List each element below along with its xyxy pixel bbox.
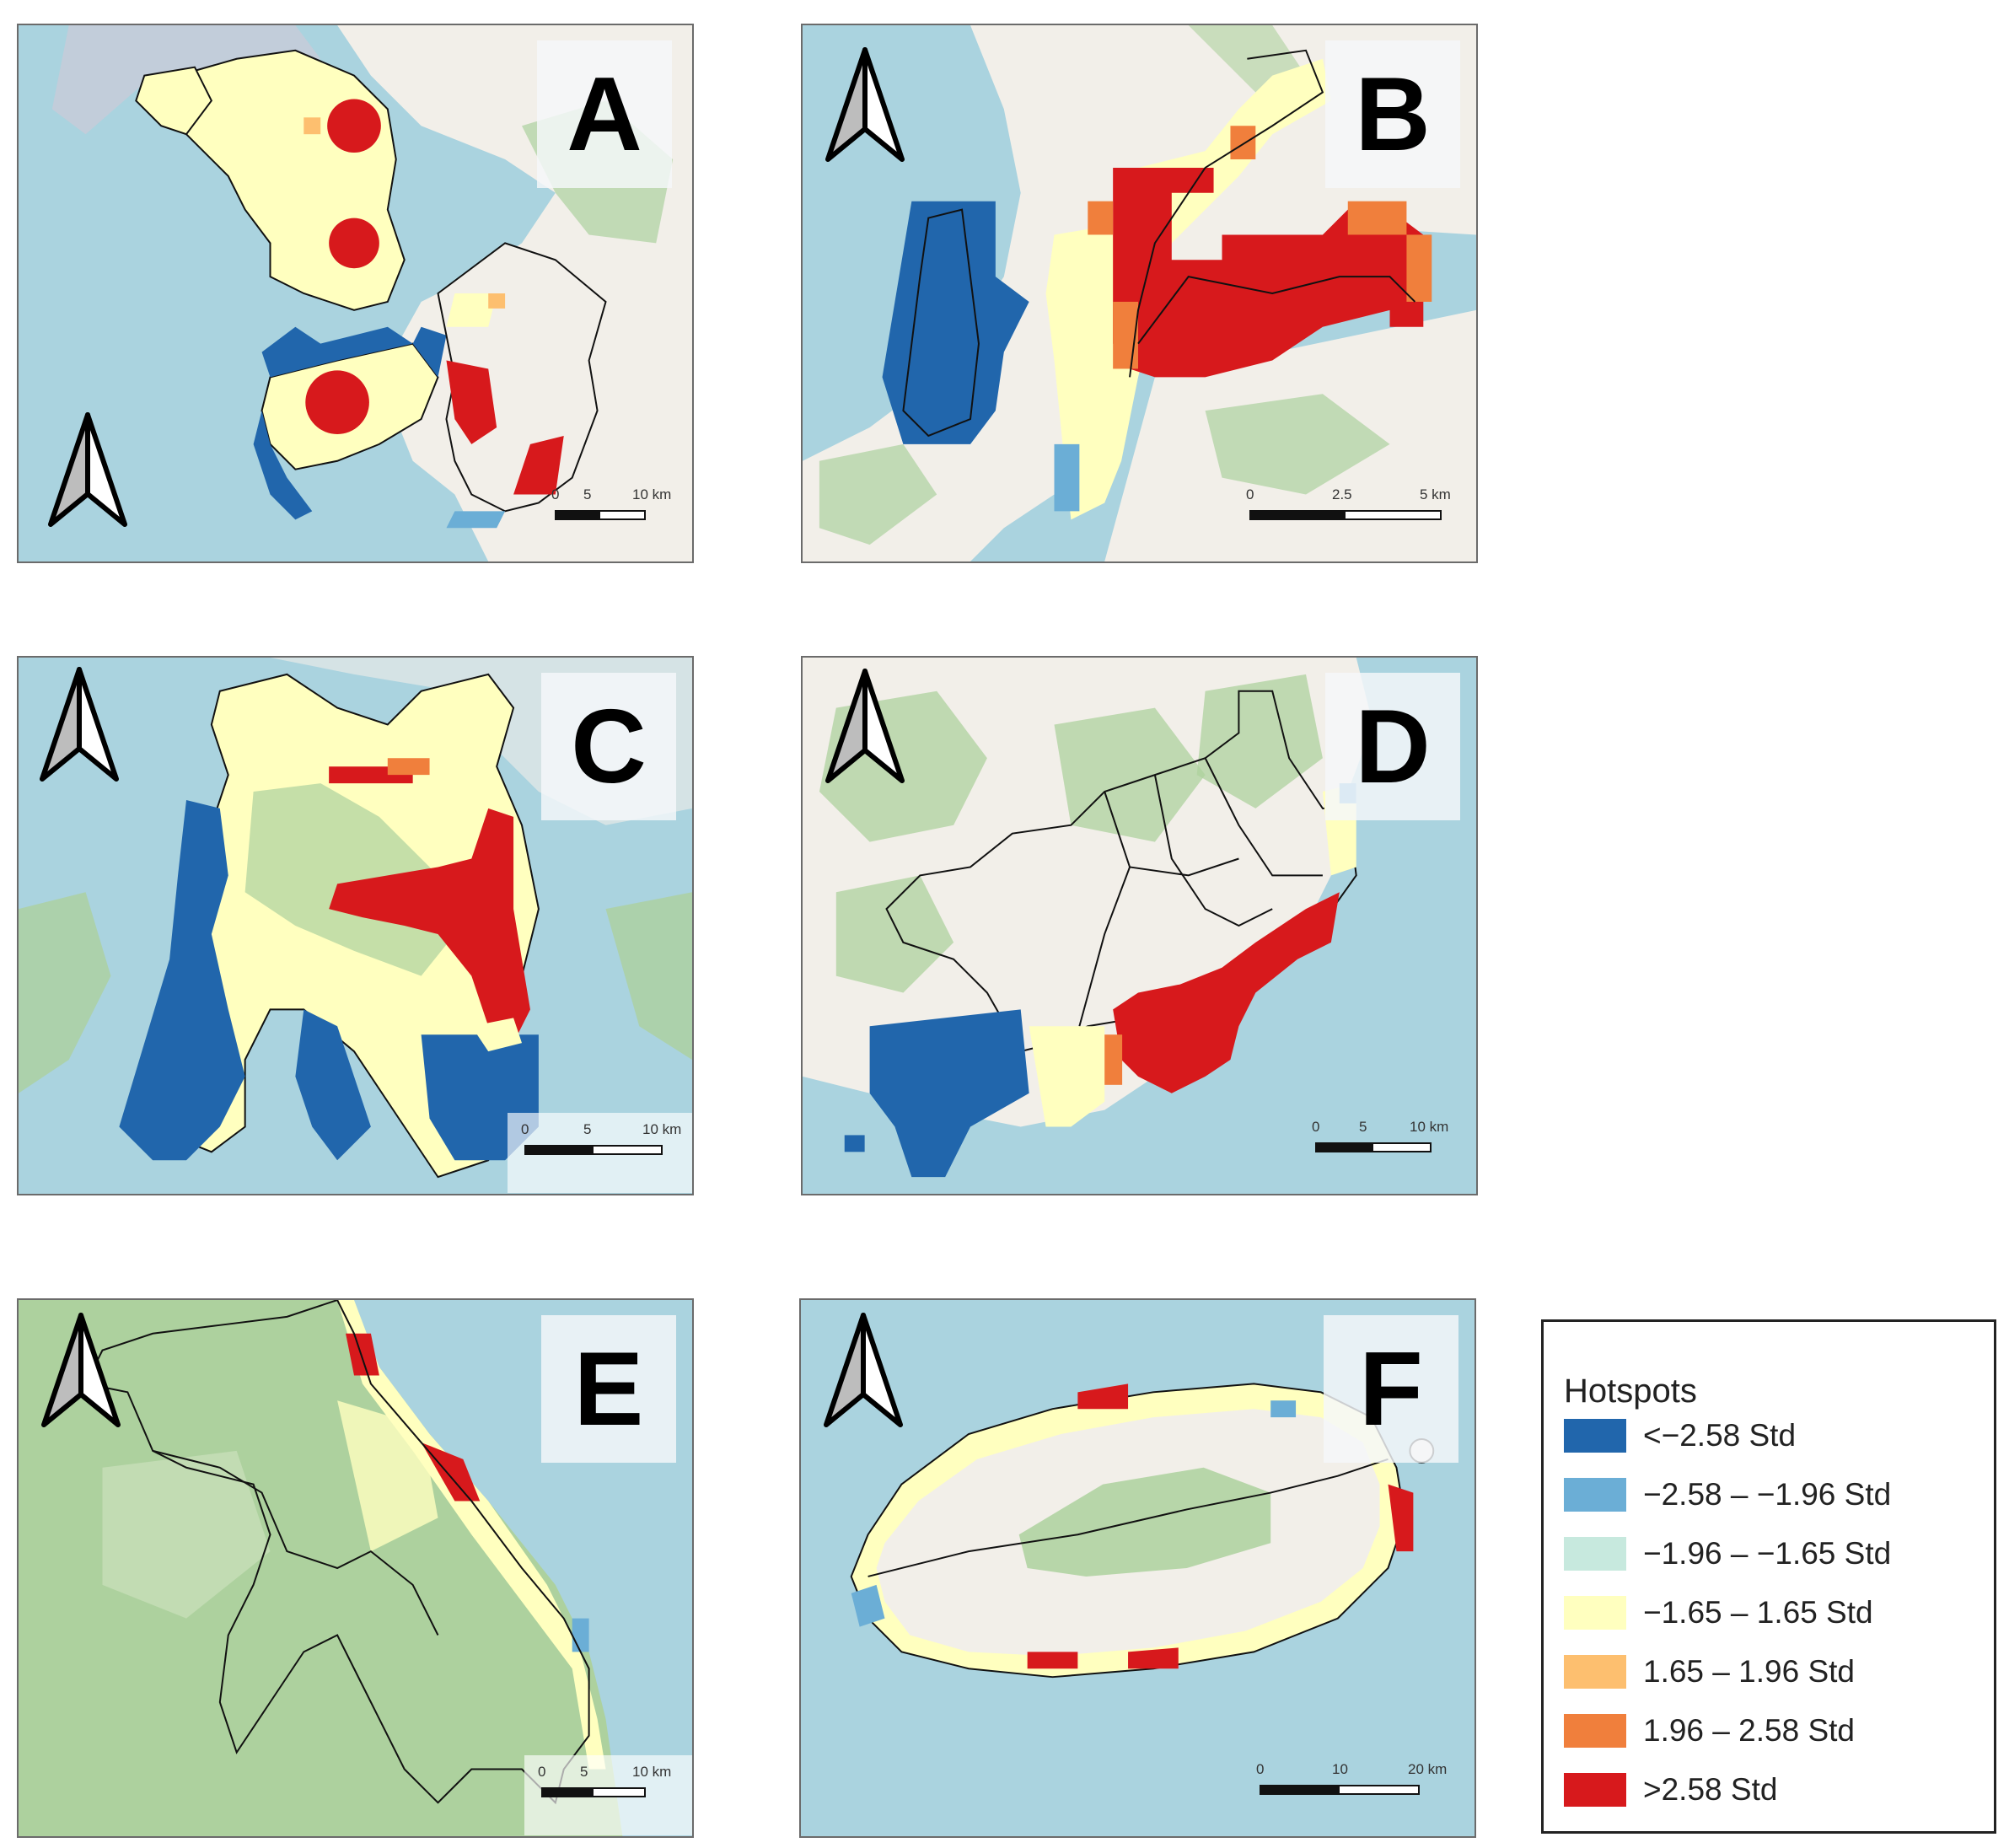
north-arrow-icon xyxy=(44,411,132,529)
legend-label: >2.58 Std xyxy=(1643,1772,1778,1807)
legend: Hotspots <−2.58 Std −2.58 – −1.96 Std −1… xyxy=(1541,1319,1996,1834)
scale-label-0: 0 xyxy=(551,486,560,502)
legend-swatch xyxy=(1564,1714,1626,1748)
panel-letter-box: D xyxy=(1325,673,1460,820)
panel-letter: E xyxy=(573,1330,644,1448)
legend-label: 1.96 – 2.58 Std xyxy=(1643,1713,1855,1748)
scale-label-max: 10 km xyxy=(632,1764,672,1780)
scale-bar: 0 5 10 km xyxy=(516,1120,685,1170)
map-d xyxy=(803,658,1476,1194)
panel-letter: B xyxy=(1355,56,1431,173)
scale-label-mid: 5 xyxy=(580,1764,588,1780)
map-panel-c: C 0 5 10 km xyxy=(17,656,694,1195)
legend-swatch xyxy=(1564,1773,1626,1807)
north-arrow-icon xyxy=(819,1312,907,1430)
panel-letter: D xyxy=(1355,688,1431,805)
scale-label-mid: 5 xyxy=(583,1121,592,1137)
scale-bar: 0 2.5 5 km xyxy=(1233,485,1460,535)
scale-label-0: 0 xyxy=(538,1764,546,1780)
scale-label-0: 0 xyxy=(521,1121,529,1137)
legend-item: >2.58 Std xyxy=(1564,1770,1777,1809)
map-panel-b: B 0 2.5 5 km xyxy=(801,24,1478,563)
legend-label: −2.58 – −1.96 Std xyxy=(1643,1477,1892,1512)
scale-label-max: 10 km xyxy=(632,486,672,502)
legend-label: 1.65 – 1.96 Std xyxy=(1643,1654,1855,1689)
north-arrow-icon xyxy=(37,1312,125,1430)
scale-label-mid: 5 xyxy=(583,486,592,502)
scale-label-mid: 5 xyxy=(1359,1119,1367,1135)
scale-label-0: 0 xyxy=(1246,486,1254,502)
legend-item: −2.58 – −1.96 Std xyxy=(1564,1475,1891,1514)
legend-swatch xyxy=(1564,1596,1626,1630)
north-arrow-icon xyxy=(821,668,909,786)
panel-letter: C xyxy=(571,688,647,805)
panel-letter-box: C xyxy=(541,673,676,820)
scale-bar: 0 5 10 km xyxy=(543,485,678,535)
scale-bar: 0 10 20 km xyxy=(1248,1759,1467,1810)
panel-letter-box: A xyxy=(537,40,672,188)
legend-label: −1.65 – 1.65 Std xyxy=(1643,1595,1873,1630)
scale-bar: 0 5 10 km xyxy=(533,1762,692,1813)
map-panel-e: E 0 5 10 km xyxy=(17,1298,694,1838)
legend-item: −1.65 – 1.65 Std xyxy=(1564,1593,1873,1632)
scale-label-max: 10 km xyxy=(642,1121,682,1137)
north-arrow-icon xyxy=(821,46,909,164)
scale-label-max: 20 km xyxy=(1408,1761,1448,1777)
map-panel-a: A 0 5 10 km xyxy=(17,24,694,563)
panel-letter: F xyxy=(1359,1330,1423,1448)
legend-swatch xyxy=(1564,1478,1626,1512)
legend-title: Hotspots xyxy=(1564,1373,1697,1410)
scale-bar: 0 5 10 km xyxy=(1305,1117,1465,1168)
legend-swatch xyxy=(1564,1655,1626,1689)
scale-label-mid: 10 xyxy=(1332,1761,1348,1777)
panel-letter-box: F xyxy=(1324,1315,1458,1463)
scale-label-0: 0 xyxy=(1312,1119,1320,1135)
legend-item: −1.96 – −1.65 Std xyxy=(1564,1534,1891,1573)
scale-label-0: 0 xyxy=(1256,1761,1265,1777)
map-panel-f: F 0 10 20 km xyxy=(799,1298,1476,1838)
panel-letter-box: E xyxy=(541,1315,676,1463)
legend-item: 1.96 – 2.58 Std xyxy=(1564,1711,1855,1750)
panel-letter-box: B xyxy=(1325,40,1460,188)
scale-label-mid: 2.5 xyxy=(1332,486,1352,502)
scale-label-max: 10 km xyxy=(1410,1119,1449,1135)
legend-swatch xyxy=(1564,1537,1626,1571)
legend-swatch xyxy=(1564,1419,1626,1453)
map-panel-d: D 0 5 10 km xyxy=(801,656,1478,1195)
panel-letter: A xyxy=(567,56,642,173)
legend-item: <−2.58 Std xyxy=(1564,1416,1796,1455)
legend-label: <−2.58 Std xyxy=(1643,1418,1797,1453)
north-arrow-icon xyxy=(35,666,123,784)
legend-label: −1.96 – −1.65 Std xyxy=(1643,1536,1892,1571)
scale-label-max: 5 km xyxy=(1420,486,1451,502)
legend-item: 1.65 – 1.96 Std xyxy=(1564,1652,1855,1691)
